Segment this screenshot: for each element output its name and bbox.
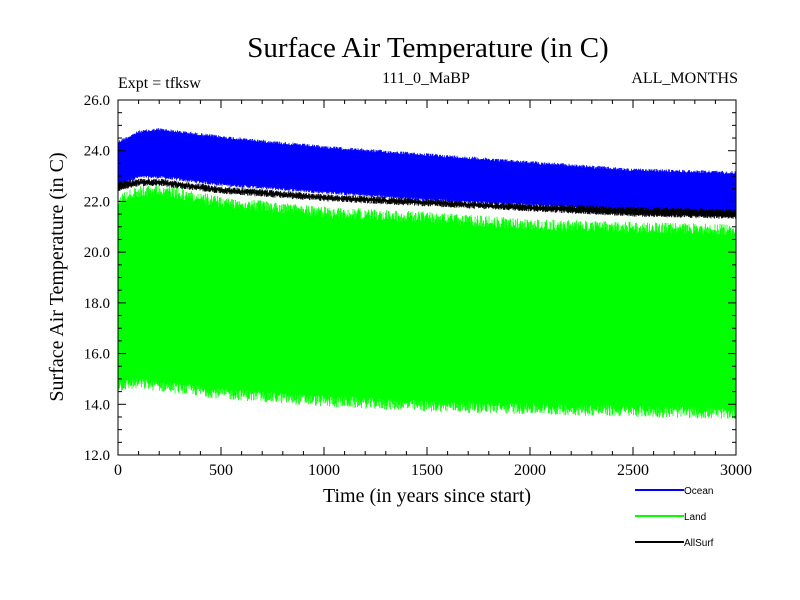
x-tick-label: 2500: [617, 462, 649, 479]
chart-subtitle-left: Expt = tfksw: [118, 75, 201, 92]
y-tick-label: 18.0: [84, 296, 110, 312]
legend-label-allsurf: AllSurf: [684, 538, 714, 549]
chart-subtitle-right: ALL_MONTHS: [631, 70, 738, 87]
y-tick-label: 14.0: [84, 397, 110, 413]
x-tick-label: 500: [209, 462, 233, 479]
x-tick-label: 1000: [308, 462, 340, 479]
y-tick-label: 22.0: [84, 194, 110, 210]
x-tick-label: 2000: [514, 462, 546, 479]
chart-subtitle-center: 111_0_MaBP: [382, 70, 470, 87]
series-layer: [117, 128, 737, 420]
legend-label-land: Land: [684, 512, 706, 523]
y-tick-label: 26.0: [84, 93, 110, 109]
x-axis-label: Time (in years since start): [323, 485, 531, 507]
x-tick-label: 0: [114, 462, 122, 479]
chart-title: Surface Air Temperature (in C): [247, 32, 608, 64]
legend: Ocean Land AllSurf: [635, 486, 714, 549]
y-axis-label: Surface Air Temperature (in C): [46, 152, 68, 401]
y-tick-label: 16.0: [84, 347, 110, 363]
tick-layer: 0 500 1000 1500 2000 2500 3000 12.0 14.0 16.0 18.0…: [84, 93, 752, 479]
y-tick-label: 20.0: [84, 245, 110, 261]
series-land: [117, 183, 737, 420]
y-tick-label: 24.0: [84, 144, 110, 160]
y-tick-label: 12.0: [84, 448, 110, 464]
x-tick-label: 1500: [411, 462, 443, 479]
x-tick-label: 3000: [720, 462, 752, 479]
legend-label-ocean: Ocean: [684, 486, 713, 497]
